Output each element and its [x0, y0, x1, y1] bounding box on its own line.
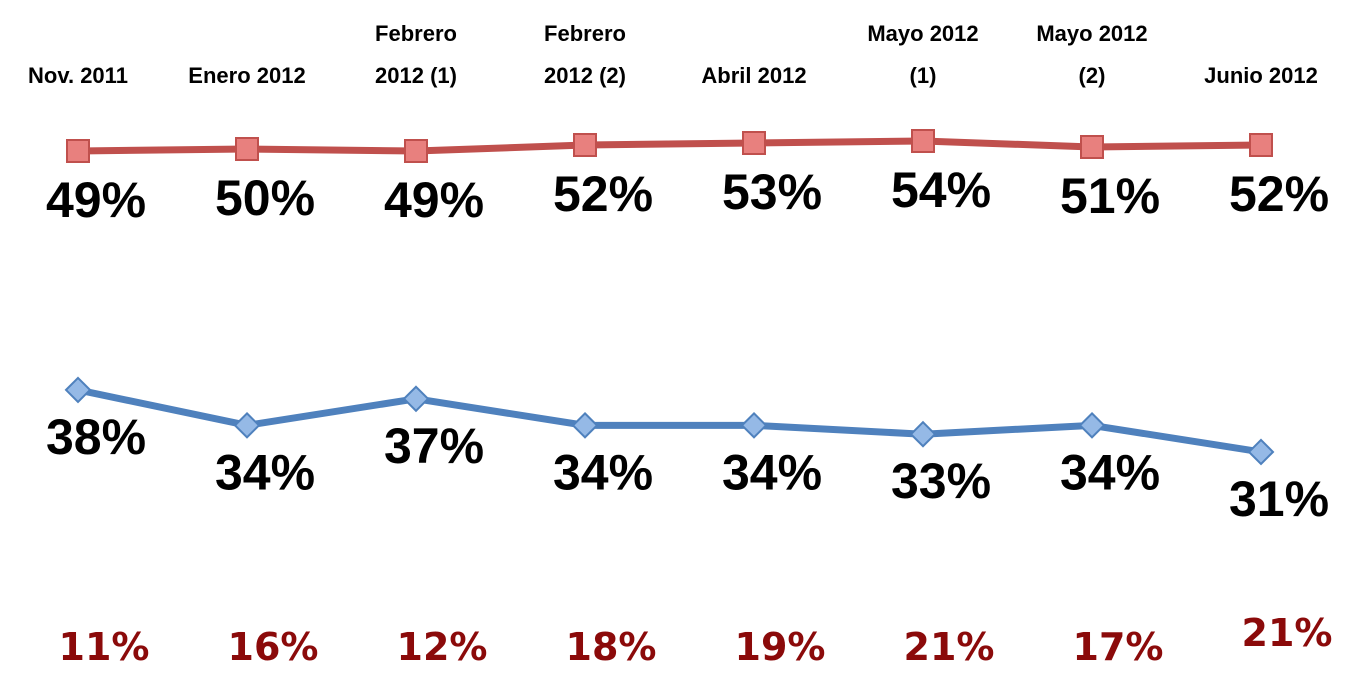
- marker: [66, 139, 90, 163]
- data-label: 31%: [1229, 471, 1329, 527]
- series-line: [77, 137, 1262, 155]
- bottom-label: 21%: [1242, 611, 1333, 655]
- data-label: 50%: [215, 170, 315, 226]
- x-tick-label: Mayo 2012 (1): [867, 21, 979, 88]
- x-tick-label: Febrero 2012 (2): [544, 21, 626, 88]
- bottom-label: 19%: [735, 625, 826, 669]
- x-tick-label: Mayo 2012 (2): [1036, 21, 1148, 88]
- marker: [909, 420, 937, 448]
- x-tick-label: Junio 2012: [1204, 63, 1318, 88]
- marker: [235, 137, 259, 161]
- marker: [233, 411, 261, 439]
- marker: [573, 133, 597, 157]
- data-label: 34%: [553, 444, 653, 500]
- data-label: 49%: [46, 172, 146, 228]
- series-line: [77, 386, 1262, 456]
- x-tick-label: Abril 2012: [701, 63, 807, 88]
- data-label: 52%: [553, 166, 653, 222]
- marker: [742, 131, 766, 155]
- marker: [404, 139, 428, 163]
- data-label: 37%: [384, 418, 484, 474]
- marker: [571, 411, 599, 439]
- data-label: 34%: [1060, 444, 1160, 500]
- marker: [740, 411, 768, 439]
- marker: [1080, 135, 1104, 159]
- data-label: 49%: [384, 172, 484, 228]
- x-tick-label: Febrero 2012 (1): [375, 21, 457, 88]
- data-label: 52%: [1229, 166, 1329, 222]
- bottom-label: 12%: [397, 625, 488, 669]
- data-label: 34%: [722, 444, 822, 500]
- data-label: 51%: [1060, 168, 1160, 224]
- marker: [1078, 411, 1106, 439]
- x-tick-label: Enero 2012: [188, 63, 306, 88]
- data-label: 33%: [891, 453, 991, 509]
- marker: [911, 129, 935, 153]
- x-tick-label: Nov. 2011: [28, 63, 128, 88]
- bottom-label: 16%: [228, 625, 319, 669]
- marker: [402, 385, 430, 413]
- marker: [64, 376, 92, 404]
- marker: [1249, 133, 1273, 157]
- data-label: 53%: [722, 164, 822, 220]
- bottom-label: 18%: [566, 625, 657, 669]
- data-label: 38%: [46, 409, 146, 465]
- bottom-label: 11%: [59, 625, 150, 669]
- bottom-label: 21%: [904, 625, 995, 669]
- data-label: 54%: [891, 162, 991, 218]
- bottom-label: 17%: [1073, 625, 1164, 669]
- marker: [1247, 438, 1275, 466]
- data-label: 34%: [215, 444, 315, 500]
